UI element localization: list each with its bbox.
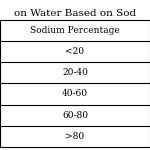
Text: <20: <20 <box>66 47 84 56</box>
Text: 40-60: 40-60 <box>62 89 88 98</box>
Text: on Water Based on Sod: on Water Based on Sod <box>14 9 136 18</box>
Text: 20-40: 20-40 <box>62 68 88 77</box>
Text: Sodium Percentage: Sodium Percentage <box>30 26 120 35</box>
Text: 60-80: 60-80 <box>62 111 88 120</box>
Text: >80: >80 <box>65 132 85 141</box>
